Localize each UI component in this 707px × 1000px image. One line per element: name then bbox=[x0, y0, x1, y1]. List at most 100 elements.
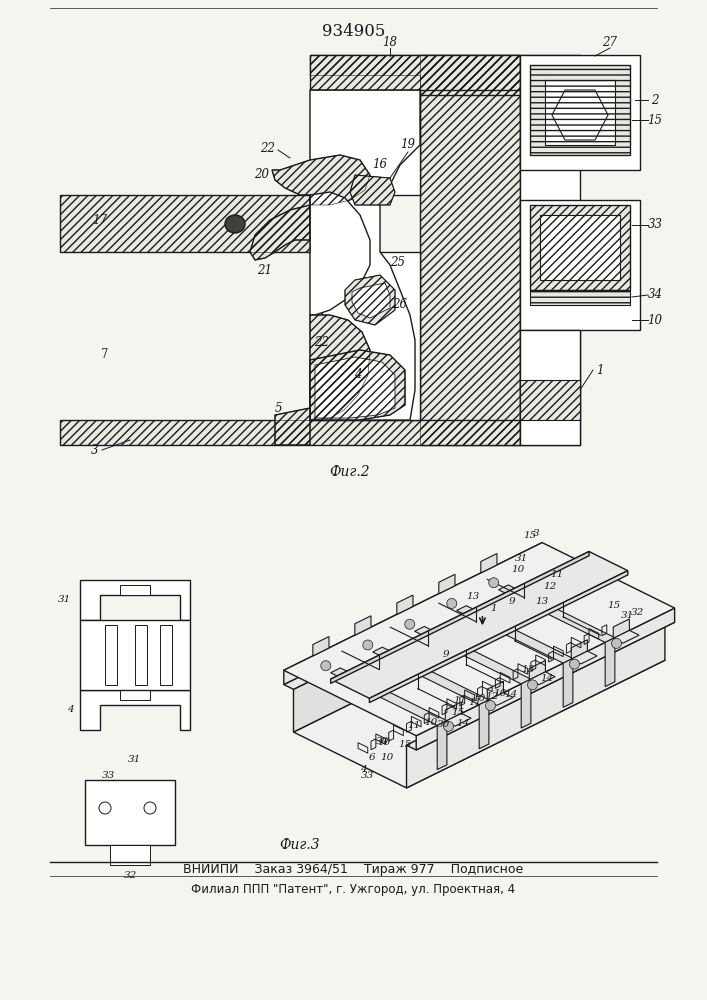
Polygon shape bbox=[545, 80, 615, 145]
Polygon shape bbox=[80, 690, 190, 730]
Polygon shape bbox=[369, 571, 628, 703]
Polygon shape bbox=[80, 580, 190, 620]
Text: 21: 21 bbox=[257, 263, 272, 276]
Text: 15: 15 bbox=[452, 708, 465, 717]
Circle shape bbox=[447, 598, 457, 608]
Text: 33: 33 bbox=[101, 770, 115, 780]
Polygon shape bbox=[552, 90, 608, 140]
Circle shape bbox=[527, 680, 537, 690]
Text: 15: 15 bbox=[607, 601, 620, 610]
Polygon shape bbox=[520, 330, 580, 445]
Text: 31: 31 bbox=[515, 554, 528, 563]
Polygon shape bbox=[613, 619, 629, 638]
Polygon shape bbox=[521, 679, 531, 728]
Text: 14: 14 bbox=[457, 719, 469, 728]
Text: 33: 33 bbox=[361, 771, 374, 780]
Circle shape bbox=[489, 578, 498, 588]
Text: 30: 30 bbox=[437, 720, 450, 729]
Polygon shape bbox=[530, 660, 545, 680]
Text: 15: 15 bbox=[399, 740, 411, 749]
Polygon shape bbox=[530, 672, 555, 685]
Polygon shape bbox=[520, 200, 640, 330]
Circle shape bbox=[363, 640, 373, 650]
Polygon shape bbox=[498, 585, 615, 642]
Text: Филиал ППП "Патент", г. Ужгород, ул. Проектная, 4: Филиал ППП "Патент", г. Ужгород, ул. Про… bbox=[192, 882, 515, 896]
Text: 32: 32 bbox=[124, 870, 136, 880]
Text: 26: 26 bbox=[392, 298, 407, 312]
Polygon shape bbox=[571, 640, 588, 659]
Polygon shape bbox=[310, 55, 520, 95]
Text: Фиг.2: Фиг.2 bbox=[329, 465, 370, 479]
Text: 10: 10 bbox=[424, 718, 438, 727]
Text: 1: 1 bbox=[596, 363, 604, 376]
Polygon shape bbox=[310, 350, 405, 420]
Polygon shape bbox=[331, 551, 628, 698]
Polygon shape bbox=[293, 562, 552, 732]
Text: 11: 11 bbox=[408, 721, 421, 730]
Bar bbox=[85, 780, 175, 845]
Text: 15: 15 bbox=[522, 531, 536, 540]
Text: 11: 11 bbox=[453, 696, 466, 705]
Polygon shape bbox=[331, 551, 589, 683]
Text: 9: 9 bbox=[443, 650, 450, 659]
Text: Фиг.3: Фиг.3 bbox=[280, 838, 320, 852]
Polygon shape bbox=[397, 595, 413, 614]
Text: 13: 13 bbox=[521, 665, 534, 674]
Bar bbox=[160, 625, 172, 685]
Polygon shape bbox=[479, 700, 489, 749]
Bar bbox=[135, 625, 147, 685]
Polygon shape bbox=[414, 626, 531, 684]
Polygon shape bbox=[60, 195, 310, 252]
Text: 13: 13 bbox=[467, 592, 479, 601]
Polygon shape bbox=[352, 283, 390, 318]
Text: 934905: 934905 bbox=[322, 23, 385, 40]
Polygon shape bbox=[437, 721, 447, 770]
Text: 4: 4 bbox=[66, 706, 74, 714]
Text: 10: 10 bbox=[493, 689, 506, 698]
Polygon shape bbox=[315, 357, 395, 418]
Bar bbox=[80, 620, 190, 690]
Polygon shape bbox=[571, 651, 597, 664]
Circle shape bbox=[486, 701, 496, 711]
Polygon shape bbox=[284, 543, 542, 685]
Circle shape bbox=[612, 638, 621, 648]
Circle shape bbox=[404, 619, 415, 629]
Polygon shape bbox=[540, 215, 620, 280]
Text: 25: 25 bbox=[390, 255, 406, 268]
Text: 7: 7 bbox=[101, 349, 109, 361]
Text: 17: 17 bbox=[93, 214, 107, 227]
Text: 33: 33 bbox=[648, 219, 662, 232]
Bar bbox=[120, 585, 150, 595]
Text: 3: 3 bbox=[91, 444, 99, 456]
Text: 10: 10 bbox=[380, 753, 394, 762]
Text: 13: 13 bbox=[535, 597, 549, 606]
Polygon shape bbox=[520, 55, 580, 445]
Circle shape bbox=[321, 661, 331, 671]
Text: 27: 27 bbox=[602, 35, 617, 48]
Text: 10: 10 bbox=[511, 565, 525, 574]
Polygon shape bbox=[355, 616, 371, 635]
Bar bbox=[105, 625, 117, 685]
Text: 3: 3 bbox=[532, 529, 539, 538]
Circle shape bbox=[443, 721, 453, 731]
Polygon shape bbox=[331, 668, 447, 725]
Text: 4: 4 bbox=[360, 765, 366, 774]
Text: 16: 16 bbox=[373, 158, 387, 172]
Polygon shape bbox=[520, 55, 640, 170]
Polygon shape bbox=[310, 252, 420, 420]
Polygon shape bbox=[313, 637, 329, 656]
Text: 32: 32 bbox=[631, 608, 644, 617]
Polygon shape bbox=[563, 658, 573, 707]
Polygon shape bbox=[487, 693, 513, 705]
Polygon shape bbox=[293, 604, 665, 788]
Text: 15: 15 bbox=[648, 113, 662, 126]
Text: 14: 14 bbox=[540, 674, 554, 683]
Bar bbox=[530, 290, 630, 305]
Polygon shape bbox=[445, 702, 462, 721]
Text: 19: 19 bbox=[400, 138, 416, 151]
Text: 5: 5 bbox=[274, 401, 282, 414]
Text: 18: 18 bbox=[382, 35, 397, 48]
Polygon shape bbox=[481, 554, 497, 573]
Polygon shape bbox=[250, 155, 370, 260]
Text: 10: 10 bbox=[377, 738, 390, 747]
